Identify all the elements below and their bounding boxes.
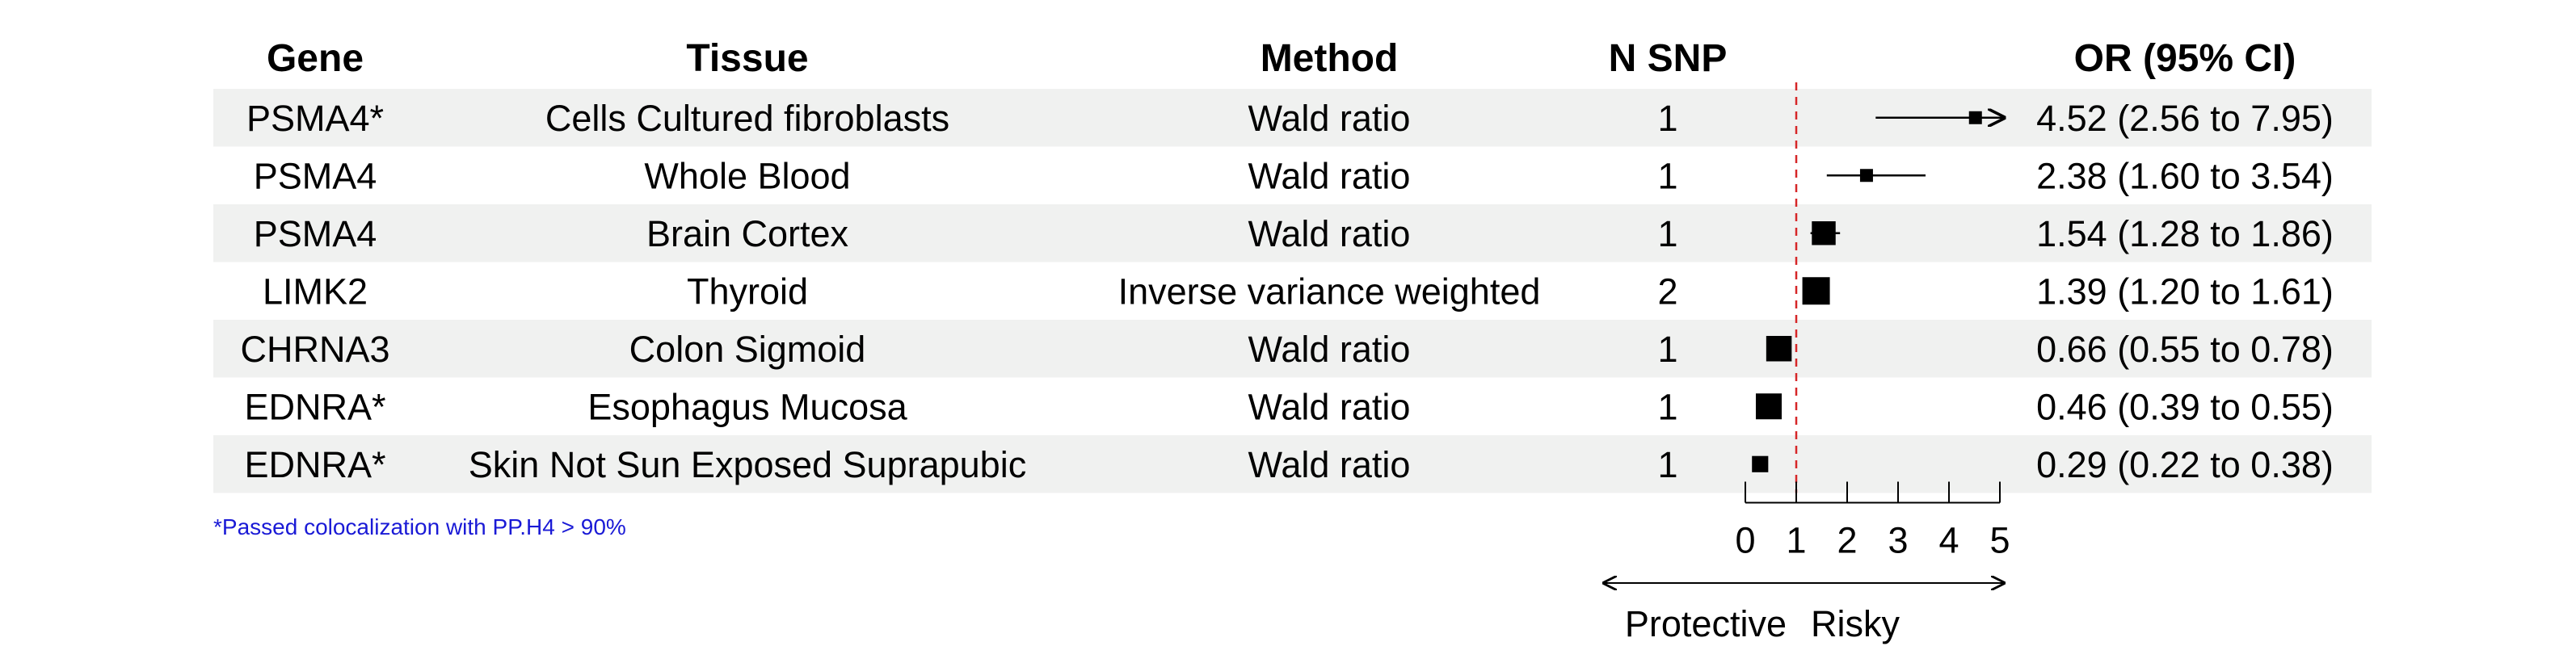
header-method: Method [1261, 37, 1399, 80]
table-row: EDNRA* Skin Not Sun Exposed Suprapubic Wal… [244, 444, 2333, 485]
cell-gene: PSMA4* [246, 98, 384, 139]
cell-gene: PSMA4 [254, 213, 377, 254]
cell-method: Inverse variance weighted [1118, 271, 1541, 312]
direction-label-risky: Risky [1811, 603, 1900, 644]
table-rows: PSMA4* Cells Cultured fibroblasts Wald rat… [240, 98, 2333, 485]
cell-n-snp: 2 [1657, 271, 1677, 312]
x-axis: 0 1 2 3 4 5 Protective Risky [1604, 481, 2010, 644]
header-tissue: Tissue [686, 37, 808, 80]
header-n-snp: N SNP [1609, 37, 1728, 80]
cell-or-ci: 1.39 (1.20 to 1.61) [2036, 271, 2334, 312]
cell-method: Wald ratio [1248, 213, 1411, 254]
row-stripe [213, 320, 2372, 378]
row-stripes [213, 89, 2372, 493]
cell-gene: PSMA4 [254, 155, 377, 196]
cell-tissue: Esophagus Mucosa [587, 386, 907, 427]
footnote: *Passed colocalization with PP.H4 > 90% [213, 514, 626, 539]
cell-tissue: Skin Not Sun Exposed Suprapubic [469, 444, 1026, 485]
axis-tick-label: 3 [1888, 520, 1908, 561]
axis-tick-label: 0 [1735, 520, 1755, 561]
cell-or-ci: 0.46 (0.39 to 0.55) [2036, 386, 2334, 427]
cell-tissue: Thyroid [687, 271, 808, 312]
row-stripe [213, 204, 2372, 262]
cell-tissue: Brain Cortex [646, 213, 849, 254]
table-row: CHRNA3 Colon Sigmoid Wald ratio 1 0.66 (0.55… [240, 329, 2333, 370]
point-estimate [1968, 111, 1982, 124]
point-estimate [1859, 169, 1873, 182]
cell-method: Wald ratio [1248, 386, 1411, 427]
header-or-ci: OR (95% CI) [2074, 37, 2296, 80]
table-row: PSMA4 Brain Cortex Wald ratio 1 1.54 (1.28 t… [254, 213, 2334, 254]
point-estimate [1812, 221, 1836, 245]
cell-n-snp: 1 [1657, 98, 1677, 139]
table-row: LIMK2 Thyroid Inverse variance weighted 2 1.… [263, 271, 2334, 312]
point-estimate [1752, 455, 1769, 472]
cell-n-snp: 1 [1657, 329, 1677, 370]
cell-n-snp: 1 [1657, 386, 1677, 427]
cell-method: Wald ratio [1248, 155, 1411, 196]
forest-marks [1752, 82, 2004, 493]
cell-or-ci: 0.29 (0.22 to 0.38) [2036, 444, 2334, 485]
point-estimate [1766, 336, 1792, 362]
axis-tick-label: 2 [1837, 520, 1857, 561]
cell-tissue: Colon Sigmoid [629, 329, 866, 370]
cell-or-ci: 2.38 (1.60 to 3.54) [2036, 155, 2334, 196]
cell-or-ci: 0.66 (0.55 to 0.78) [2036, 329, 2334, 370]
row-stripe [213, 89, 2372, 147]
row-stripe [213, 435, 2372, 493]
cell-method: Wald ratio [1248, 329, 1411, 370]
table-row: PSMA4 Whole Blood Wald ratio 1 2.38 (1.60 to… [254, 155, 2334, 196]
cell-tissue: Whole Blood [644, 155, 850, 196]
cell-gene: EDNRA* [244, 386, 385, 427]
axis-tick-label: 4 [1938, 520, 1959, 561]
cell-or-ci: 1.54 (1.28 to 1.86) [2036, 213, 2334, 254]
cell-gene: CHRNA3 [240, 329, 389, 370]
point-estimate [1755, 393, 1782, 420]
table-row: PSMA4* Cells Cultured fibroblasts Wald rat… [246, 98, 2334, 139]
cell-tissue: Cells Cultured fibroblasts [545, 98, 949, 139]
cell-or-ci: 4.52 (2.56 to 7.95) [2036, 98, 2334, 139]
column-headers: Gene Tissue Method N SNP OR (95% CI) [267, 37, 2296, 80]
axis-tick-label: 1 [1786, 520, 1806, 561]
cell-gene: LIMK2 [263, 271, 368, 312]
cell-method: Wald ratio [1248, 444, 1411, 485]
cell-n-snp: 1 [1657, 444, 1677, 485]
direction-label-protective: Protective [1625, 603, 1787, 644]
cell-n-snp: 1 [1657, 155, 1677, 196]
axis-tick-label: 5 [1989, 520, 2010, 561]
header-gene: Gene [267, 37, 364, 80]
cell-n-snp: 1 [1657, 213, 1677, 254]
point-estimate [1802, 277, 1830, 305]
table-row: EDNRA* Esophagus Mucosa Wald ratio 1 0.46 (0… [244, 386, 2333, 427]
cell-gene: EDNRA* [244, 444, 385, 485]
cell-method: Wald ratio [1248, 98, 1411, 139]
